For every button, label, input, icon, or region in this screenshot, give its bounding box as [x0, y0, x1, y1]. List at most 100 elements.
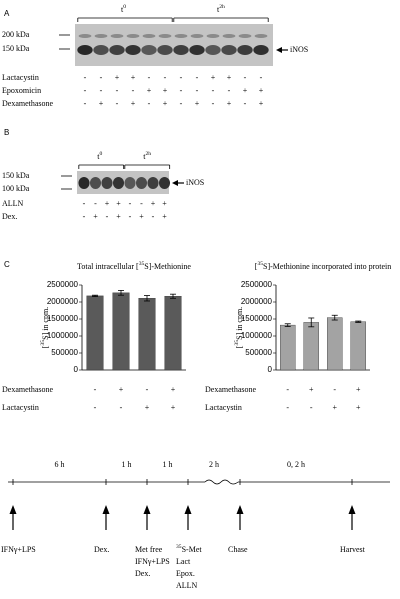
band [254, 34, 268, 38]
y-tick-label: 2000000 [47, 297, 79, 306]
arrow [276, 47, 282, 53]
superscript: 35 [176, 544, 182, 550]
interval-label: 2 h [209, 460, 219, 469]
superscript: 2h [219, 4, 225, 10]
text-part: Met free [135, 545, 163, 554]
band [142, 34, 156, 38]
sign: - [146, 385, 149, 394]
text-part: S]-Methionine [144, 262, 191, 271]
sign: - [228, 86, 231, 95]
interval-label: 6 h [55, 460, 65, 469]
y-tick-label: 0 [74, 365, 79, 374]
y-tick-label: 500000 [245, 348, 272, 357]
band [125, 45, 141, 55]
condition-label: Lactacystin [205, 403, 242, 412]
y-axis-label: [35S] in cpm. [234, 307, 244, 348]
sign: + [131, 99, 136, 108]
sign: - [244, 73, 247, 82]
text-part: Dex. [94, 545, 109, 554]
sign: + [131, 73, 136, 82]
row-label: Epoxomicin [2, 86, 41, 95]
time-label: t0 [97, 151, 102, 161]
superscript: 0 [123, 4, 126, 10]
y-tick-label: 1000000 [241, 331, 273, 340]
sign: + [93, 212, 98, 221]
row-label: Dexamethasone [2, 99, 54, 108]
text-part: t [143, 152, 146, 161]
blot [75, 24, 273, 66]
sign: - [212, 99, 215, 108]
band [158, 177, 171, 189]
sign: - [129, 199, 132, 208]
interval-label: 1 h [122, 460, 132, 469]
sign: + [139, 212, 144, 221]
sign: - [132, 86, 135, 95]
text-part: [ [41, 345, 50, 348]
text-part: Dex. [135, 569, 150, 578]
error-bar [355, 320, 362, 323]
event-label: Dex. [94, 545, 109, 554]
sign: + [195, 99, 200, 108]
sign: + [162, 199, 167, 208]
panel-letter: A [4, 9, 10, 18]
sign: + [171, 385, 176, 394]
sign: + [163, 86, 168, 95]
timeline-break [204, 479, 239, 485]
sign: - [84, 86, 87, 95]
y-tick-label: 2000000 [241, 297, 273, 306]
sign: + [115, 73, 120, 82]
event-label: IFNγ+LPS [135, 557, 170, 566]
sign: + [171, 403, 176, 412]
bar [350, 321, 366, 371]
mw-marker: 200 kDa [2, 30, 30, 39]
sign: + [356, 403, 361, 412]
sign: - [310, 403, 313, 412]
sign: + [211, 73, 216, 82]
y-tick-label: 500000 [51, 348, 78, 357]
error-bar [144, 295, 150, 302]
sign: - [212, 86, 215, 95]
band [109, 45, 125, 55]
y-tick-label: 0 [268, 365, 273, 374]
sign: - [106, 212, 109, 221]
error-bar [92, 294, 98, 297]
sign: + [119, 385, 124, 394]
text-part: Epox. [176, 569, 195, 578]
superscript: 0 [99, 151, 102, 157]
sign: - [116, 86, 119, 95]
row-label: ALLN [2, 199, 24, 208]
bar [138, 298, 156, 371]
event-label: 35S-Met [176, 544, 202, 554]
bar [303, 322, 319, 371]
band [112, 177, 125, 189]
y-tick-label: 1500000 [241, 314, 273, 323]
y-tick-label: 1500000 [47, 314, 79, 323]
sign: - [164, 73, 167, 82]
band [126, 34, 140, 38]
condition-label: Dexamethasone [2, 385, 54, 394]
text-part: Lact [176, 557, 191, 566]
sign: + [332, 403, 337, 412]
sign: - [140, 199, 143, 208]
text-part: S] in cpm. [235, 307, 244, 340]
event-label: Dex. [135, 569, 150, 578]
event-label: Chase [228, 545, 248, 554]
band [173, 45, 189, 55]
arrow [172, 180, 178, 186]
sign: - [148, 99, 151, 108]
band [158, 34, 172, 38]
sign: - [94, 403, 97, 412]
sign: - [83, 199, 86, 208]
band [147, 177, 159, 189]
mw-marker: 150 kDa [2, 44, 30, 53]
band [135, 177, 148, 189]
sign: + [105, 199, 110, 208]
event-arrowhead [102, 505, 110, 514]
superscript: 35 [257, 261, 263, 267]
text-part: t [97, 152, 100, 161]
sign: - [100, 86, 103, 95]
band [206, 34, 220, 38]
superscript: 2h [145, 151, 151, 157]
sign: + [147, 86, 152, 95]
event-arrowhead [236, 505, 244, 514]
